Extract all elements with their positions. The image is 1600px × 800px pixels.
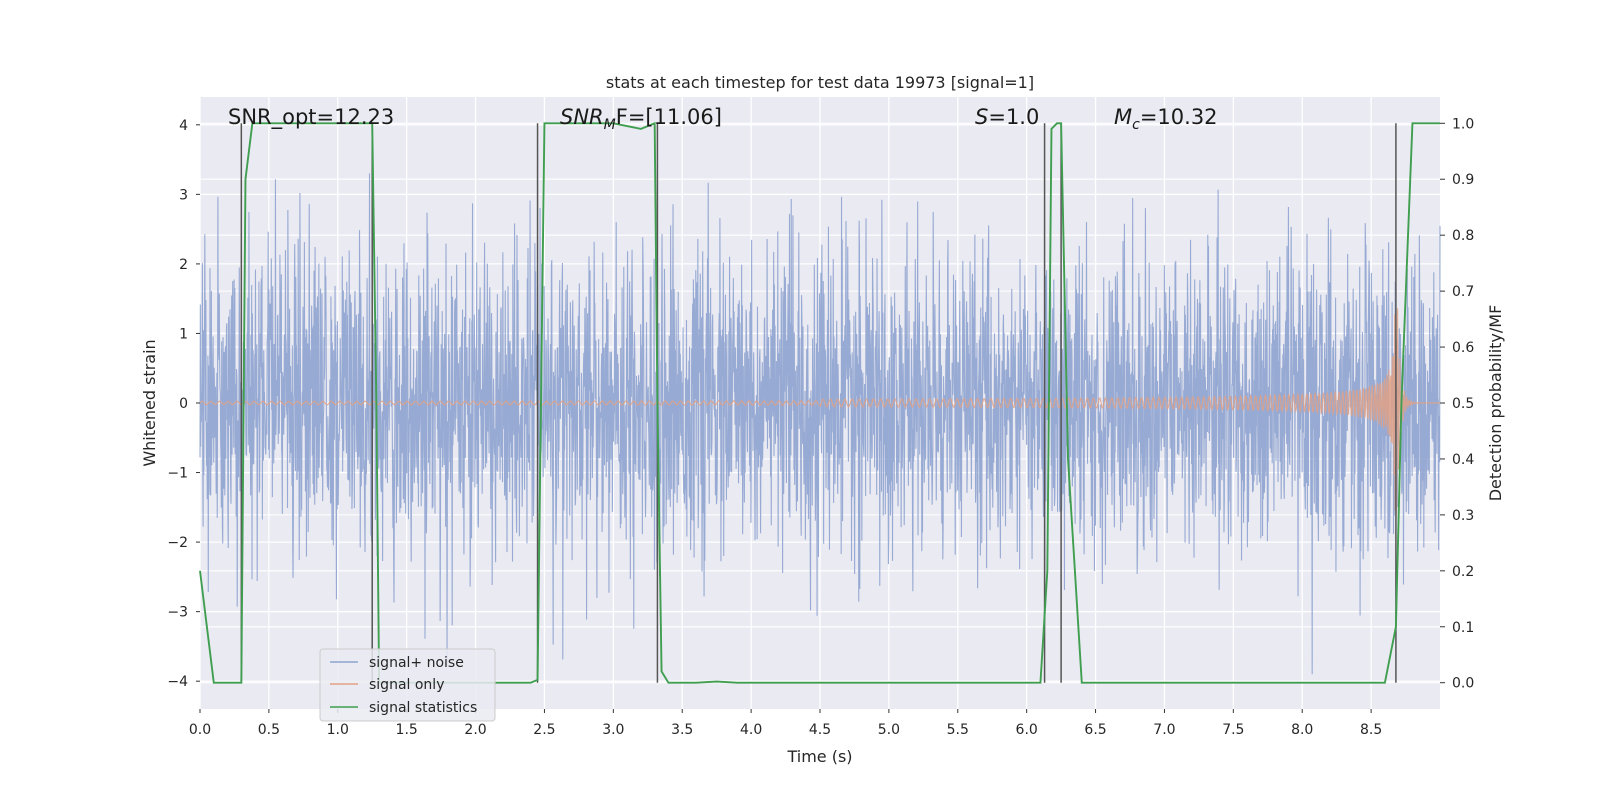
y-right-tick-label: 0.5 bbox=[1452, 396, 1474, 412]
annotation-s: S=1.0 bbox=[975, 105, 1039, 129]
legend-label-signal-only: signal only bbox=[369, 677, 444, 693]
signal-noise-series bbox=[199, 173, 1441, 675]
y-tick-label: 1 bbox=[179, 326, 188, 342]
y-right-tick-label: 0.1 bbox=[1452, 620, 1474, 636]
x-tick-label: 6.0 bbox=[1016, 722, 1038, 738]
y-tick-label: −3 bbox=[167, 605, 188, 621]
x-tick-label: 4.5 bbox=[809, 722, 831, 738]
x-tick-label: 5.5 bbox=[947, 722, 969, 738]
y-right-tick-label: 0.4 bbox=[1452, 452, 1474, 468]
series-line-signal-statistics bbox=[199, 121, 1440, 684]
tick-labels: 0.0 0.5 1.0 1.5 2.0 2.5 3.0 3.5 4.0 4.5 5.0 5.5 6.0 6… bbox=[167, 116, 1474, 738]
y-axis-right-label: Detection probability/MF bbox=[1486, 305, 1505, 502]
x-tick-label: 2.5 bbox=[533, 722, 555, 738]
y-tick-label: 2 bbox=[179, 257, 188, 273]
y-right-tick-label: 0.3 bbox=[1452, 508, 1474, 524]
signal-only-series bbox=[199, 308, 1440, 518]
x-tick-label: 1.5 bbox=[396, 722, 418, 738]
annotation-snr-mf: SNRMF=[11.06] bbox=[560, 105, 722, 133]
chart-title: stats at each timestep for test data 199… bbox=[606, 73, 1034, 92]
annotation-s-tail: =1.0 bbox=[988, 105, 1039, 129]
signal-statistics-series bbox=[199, 121, 1440, 684]
y-tick-label: 4 bbox=[179, 118, 188, 134]
x-tick-label: 7.5 bbox=[1222, 722, 1244, 738]
x-tick-label: 3.0 bbox=[602, 722, 624, 738]
y-right-tick-label: 0.9 bbox=[1452, 172, 1474, 188]
legend-label-signal-statistics: signal statistics bbox=[369, 700, 477, 716]
x-tick-label: 0.5 bbox=[258, 722, 280, 738]
y-axis-label: Whitened strain bbox=[140, 339, 159, 466]
annotation-s-main: S bbox=[975, 105, 988, 129]
y-right-tick-label: 0.0 bbox=[1452, 676, 1474, 692]
y-tick-label: −2 bbox=[167, 535, 188, 551]
x-tick-label: 5.0 bbox=[878, 722, 900, 738]
legend-label-signal-noise: signal+ noise bbox=[369, 655, 464, 671]
legend: signal+ noise signal only signal statist… bbox=[319, 648, 496, 722]
annotation-mc-main: M bbox=[1114, 105, 1132, 129]
x-tick-label: 2.0 bbox=[464, 722, 486, 738]
y-right-tick-label: 0.6 bbox=[1452, 340, 1474, 356]
x-tick-label: 6.5 bbox=[1084, 722, 1106, 738]
y-tick-label: −4 bbox=[167, 674, 188, 690]
annotation-mc-tail: =10.32 bbox=[1140, 105, 1218, 129]
y-tick-label: 0 bbox=[179, 396, 188, 412]
legend-box bbox=[319, 648, 496, 722]
series-line-signal-only bbox=[199, 308, 1440, 518]
annotation-mc-sub: c bbox=[1132, 117, 1140, 133]
x-tick-label: 1.0 bbox=[327, 722, 349, 738]
y-right-tick-label: 0.2 bbox=[1452, 564, 1474, 580]
series-line-signal-noise bbox=[199, 173, 1441, 675]
y-tick-label: −1 bbox=[167, 466, 188, 482]
annotation-snr-opt: SNR_opt=12.23 bbox=[228, 105, 394, 130]
annotation-snr-mf-sub: M bbox=[604, 117, 616, 133]
y-tick-label: 3 bbox=[179, 187, 188, 203]
x-axis-label: Time (s) bbox=[786, 747, 852, 766]
x-tick-label: 7.0 bbox=[1153, 722, 1175, 738]
y-right-tick-label: 0.7 bbox=[1452, 284, 1474, 300]
x-tick-label: 4.0 bbox=[740, 722, 762, 738]
x-tick-label: 8.0 bbox=[1291, 722, 1313, 738]
x-tick-label: 0.0 bbox=[189, 722, 211, 738]
annotation-snr-mf-tail: F=[11.06] bbox=[616, 105, 722, 129]
annotation-mc: Mc=10.32 bbox=[1114, 105, 1218, 133]
x-tick-label: 8.5 bbox=[1360, 722, 1382, 738]
y-right-tick-label: 1.0 bbox=[1452, 116, 1474, 132]
annotation-snr-mf-main: SNR bbox=[560, 105, 604, 129]
x-tick-label: 3.5 bbox=[671, 722, 693, 738]
y-right-tick-label: 0.8 bbox=[1452, 228, 1474, 244]
